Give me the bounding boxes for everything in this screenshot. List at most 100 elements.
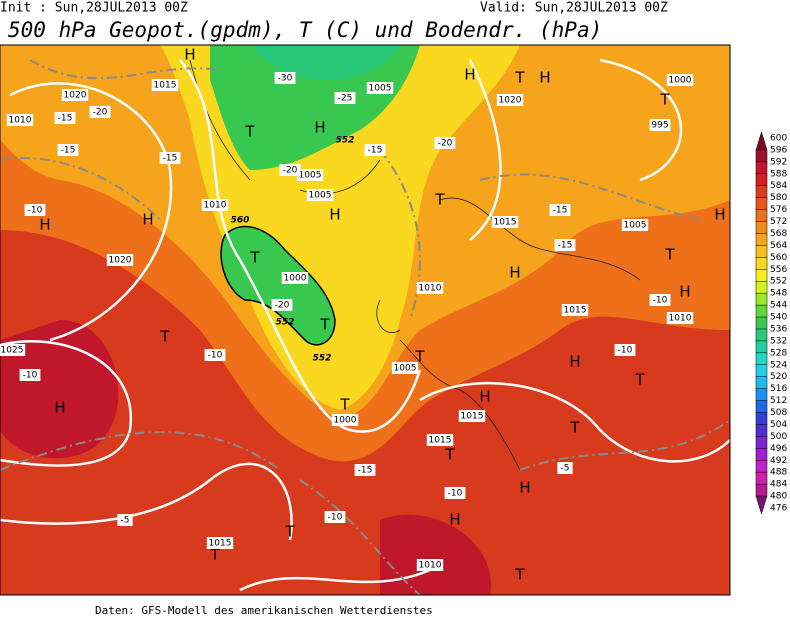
contour-label-box	[201, 199, 229, 211]
contour-label: -10	[653, 296, 668, 306]
pressure-center: T	[514, 566, 525, 584]
colorbar-swatch	[755, 280, 768, 294]
map-frame	[0, 44, 731, 596]
contour-label: -10	[328, 513, 343, 523]
colorbar-label: 520	[770, 372, 787, 382]
contour-label-box	[61, 89, 89, 101]
colorbar-swatch	[755, 304, 768, 318]
contour-label: 1010	[419, 561, 442, 571]
contour-label: 552	[276, 318, 295, 328]
colorbar-label: 540	[770, 313, 787, 323]
pressure-center: T	[514, 69, 525, 87]
contour-label-box	[444, 487, 466, 499]
colorbar-label: 528	[770, 348, 787, 358]
colorbar-label: 524	[770, 360, 787, 370]
colorbar-swatch	[755, 483, 768, 497]
contour-label-box	[496, 94, 524, 106]
contour-label-box	[54, 112, 76, 124]
contour-label-box	[306, 189, 334, 201]
contour-label: -10	[208, 351, 223, 361]
colorbar-label: 592	[770, 157, 787, 167]
isotherms	[0, 59, 730, 595]
contour-label: 1015	[154, 81, 177, 91]
cold-low	[210, 45, 420, 170]
contour-label: -15	[58, 114, 73, 124]
colorbar-swatch	[755, 161, 768, 175]
contour-label-box	[666, 312, 694, 324]
colorbar-label: 544	[770, 301, 787, 311]
colorbar-cap	[755, 495, 768, 515]
cold-core	[250, 45, 400, 80]
contour-label-box	[366, 82, 394, 94]
colorbar-label: 532	[770, 336, 787, 346]
contour-label-box	[649, 119, 671, 131]
contour-label-box	[19, 369, 41, 381]
contour-label: 1005	[299, 171, 322, 181]
colorbar-label: 500	[770, 432, 787, 442]
contour-label: -15	[558, 241, 573, 251]
colorbar-swatch	[755, 185, 768, 199]
contour-label: 1010	[669, 314, 692, 324]
pressure-center: H	[679, 283, 690, 301]
colorbar-label: 516	[770, 384, 787, 394]
map-title: 500 hPa Geopot.(gpdm), T (C) und Bodendr…	[8, 18, 602, 42]
contour-label-box	[621, 219, 649, 231]
pressure-center: T	[319, 316, 330, 334]
contour-label: 1010	[9, 116, 32, 126]
pressure-center: T	[244, 123, 255, 141]
pressure-center: T	[249, 249, 260, 267]
contour-label: -20	[438, 139, 453, 149]
contour-label-box	[57, 144, 79, 156]
colorbar-swatch	[755, 424, 768, 438]
pressure-center: T	[339, 396, 350, 414]
colorbar-label: 536	[770, 324, 787, 334]
contour-label-box	[6, 114, 34, 126]
contour-label: 995	[651, 121, 668, 131]
contour-label-box	[391, 362, 419, 374]
colorbar-swatch	[755, 197, 768, 211]
colorbar-swatch	[755, 292, 768, 306]
pressure-center: H	[449, 511, 460, 529]
contour-label: 1005	[394, 364, 417, 374]
contour-label: -10	[28, 206, 43, 216]
contour-label: 1005	[369, 84, 392, 94]
pressure-center: T	[444, 446, 455, 464]
contour-label: 1015	[429, 436, 452, 446]
pressure-center: H	[142, 211, 153, 229]
contour-label: -30	[278, 74, 293, 84]
colorbar-label: 600	[770, 134, 787, 144]
pressure-center: H	[509, 264, 520, 282]
pressure-center: H	[329, 206, 340, 224]
contour-label-box	[364, 144, 386, 156]
colorbar-label: 560	[770, 253, 787, 263]
contour-label-box	[206, 537, 234, 549]
colorbar-label: 496	[770, 444, 787, 454]
contour-label-box	[296, 169, 324, 181]
colorbar-swatch	[755, 149, 768, 163]
contour-label: -10	[618, 346, 633, 356]
contour-label-box	[614, 344, 636, 356]
colorbar-label: 512	[770, 396, 787, 406]
colorbar-swatch	[755, 448, 768, 462]
pressure-center: T	[569, 419, 580, 437]
pressure-center: H	[569, 353, 580, 371]
contour-label: 1005	[624, 221, 647, 231]
contour-label: 1020	[109, 256, 132, 266]
colorbar-swatch	[755, 316, 768, 330]
contour-label-box	[106, 254, 134, 266]
data-source: Daten: GFS-Modell des amerikanischen Wet…	[95, 604, 433, 617]
colorbar-label: 488	[770, 468, 787, 478]
colorbar-label: 568	[770, 229, 787, 239]
contour-label: -5	[561, 464, 570, 474]
pressure-center: T	[414, 348, 425, 366]
contour-label-box	[426, 434, 454, 446]
pressure-center: T	[659, 91, 670, 109]
contour-label: 1005	[309, 191, 332, 201]
colorbar-swatch	[755, 471, 768, 485]
contour-label: -15	[61, 146, 76, 156]
contour-label-box	[159, 152, 181, 164]
map-area	[0, 44, 731, 596]
colorbar-swatch	[755, 257, 768, 271]
